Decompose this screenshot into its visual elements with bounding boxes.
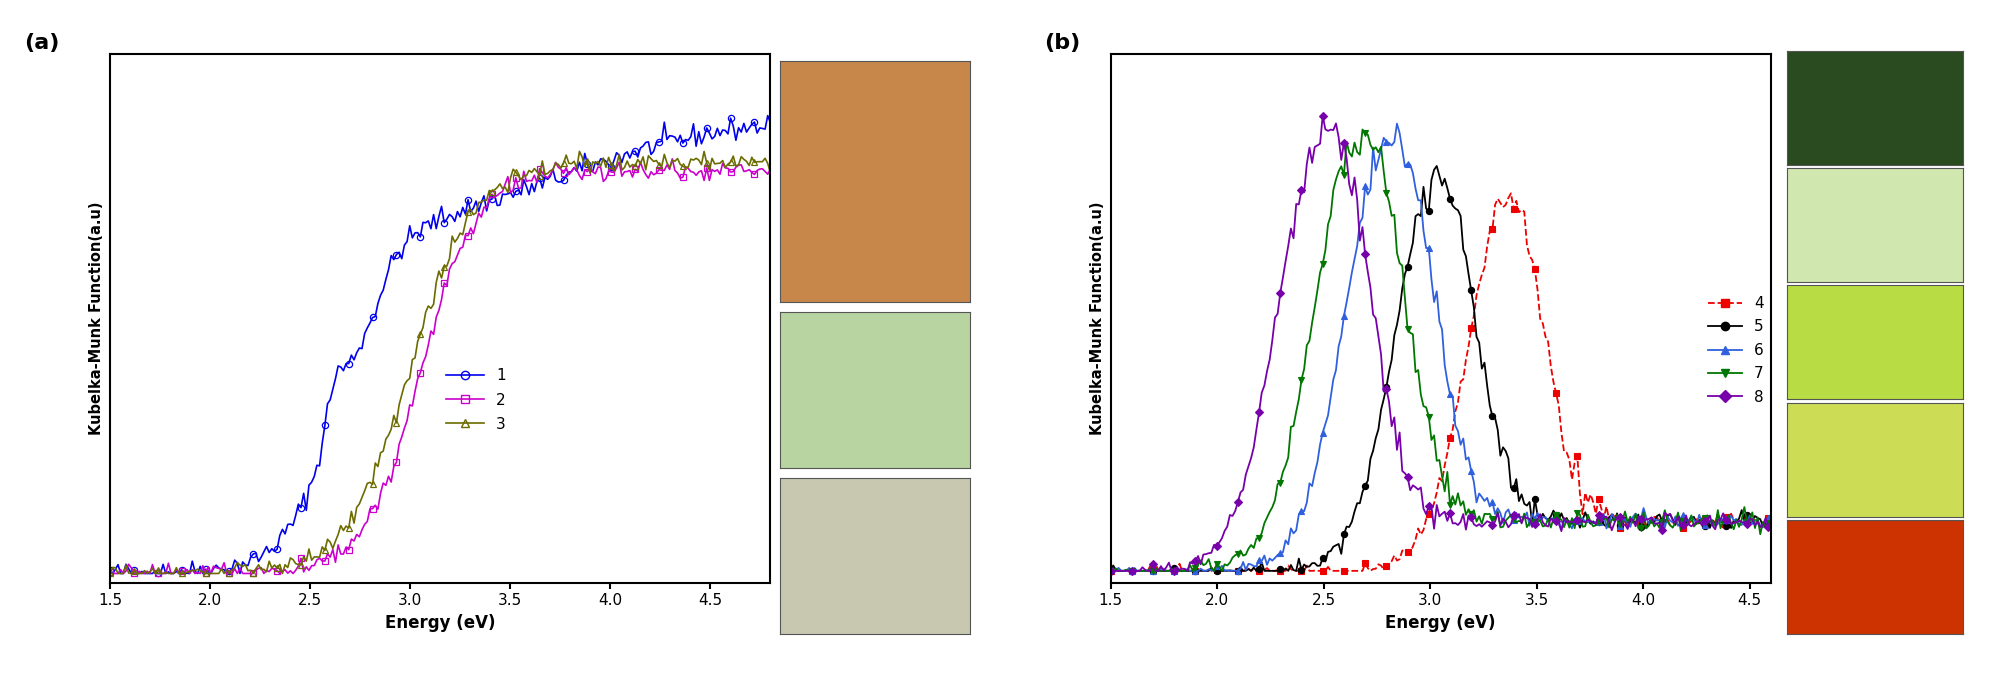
1 <box>210 565 234 573</box>
Line: 1: 1 <box>106 113 774 576</box>
8 <box>1211 534 1235 542</box>
3 <box>480 188 504 196</box>
5 <box>1557 519 1581 527</box>
5 <box>1483 414 1507 422</box>
6 <box>1485 504 1509 513</box>
2 <box>210 565 234 574</box>
3 <box>364 459 388 467</box>
Line: 2: 2 <box>106 156 774 576</box>
2 <box>374 481 398 490</box>
5 <box>1373 395 1397 403</box>
Line: 7: 7 <box>1107 126 1775 574</box>
6 <box>1099 566 1123 574</box>
4 <box>1481 225 1505 233</box>
4 <box>1099 567 1123 575</box>
7 <box>1735 518 1759 526</box>
5 <box>1425 162 1449 170</box>
5 <box>1207 567 1231 575</box>
1 <box>758 119 782 127</box>
Y-axis label: Kubelka-Munk Function(a.u): Kubelka-Munk Function(a.u) <box>90 202 104 435</box>
Legend: 1, 2, 3: 1, 2, 3 <box>440 362 512 438</box>
5 <box>1735 511 1759 519</box>
2 <box>98 568 122 576</box>
1 <box>756 111 780 119</box>
1 <box>482 191 506 199</box>
6 <box>1385 119 1409 127</box>
5 <box>1365 434 1389 442</box>
3 <box>568 147 592 155</box>
1 <box>556 168 580 176</box>
7 <box>1375 188 1399 197</box>
8 <box>1369 351 1393 359</box>
5 <box>1759 517 1783 525</box>
3 <box>206 570 230 578</box>
8 <box>1105 567 1129 575</box>
2 <box>758 165 782 173</box>
1 <box>98 566 122 574</box>
2 <box>482 193 506 201</box>
4 <box>1365 565 1389 573</box>
7 <box>1351 125 1375 134</box>
7 <box>1207 563 1231 571</box>
4 <box>1499 189 1523 197</box>
1 <box>734 128 758 136</box>
7 <box>1759 517 1783 525</box>
X-axis label: Energy (eV): Energy (eV) <box>384 614 496 632</box>
4 <box>1759 521 1783 529</box>
7 <box>1557 523 1581 532</box>
6 <box>1737 511 1761 519</box>
Y-axis label: Kubelka-Munk Function(a.u): Kubelka-Munk Function(a.u) <box>1091 202 1105 435</box>
4 <box>1557 456 1581 464</box>
8 <box>1485 508 1509 517</box>
2 <box>736 165 760 174</box>
1 <box>366 300 390 308</box>
2 <box>660 155 684 163</box>
1 <box>100 570 124 578</box>
4 <box>1207 567 1231 575</box>
8 <box>1377 397 1401 405</box>
5 <box>1099 567 1123 575</box>
3 <box>372 447 396 455</box>
Line: 8: 8 <box>1107 113 1775 574</box>
2 <box>100 570 124 578</box>
2 <box>366 505 390 513</box>
Text: (b): (b) <box>1045 33 1081 53</box>
3 <box>734 157 758 165</box>
6 <box>1759 513 1783 521</box>
2 <box>556 171 580 179</box>
7 <box>1099 567 1123 575</box>
6 <box>1211 562 1235 570</box>
Line: 4: 4 <box>1107 191 1775 574</box>
7 <box>1367 148 1391 157</box>
6 <box>1367 156 1391 164</box>
X-axis label: Energy (eV): Energy (eV) <box>1385 614 1497 632</box>
Line: 3: 3 <box>106 148 774 576</box>
6 <box>1101 567 1125 575</box>
1 <box>374 275 398 283</box>
4 <box>1373 565 1397 574</box>
8 <box>1759 518 1783 526</box>
8 <box>1561 518 1585 526</box>
Text: (a): (a) <box>24 33 60 53</box>
3 <box>554 151 578 159</box>
8 <box>1311 111 1335 119</box>
3 <box>98 570 122 578</box>
Legend: 4, 5, 6, 7, 8: 4, 5, 6, 7, 8 <box>1703 290 1769 411</box>
Line: 5: 5 <box>1107 163 1775 574</box>
3 <box>758 169 782 177</box>
6 <box>1375 138 1399 146</box>
4 <box>1735 513 1759 521</box>
7 <box>1483 516 1507 524</box>
6 <box>1561 524 1585 532</box>
8 <box>1737 515 1761 523</box>
8 <box>1099 567 1123 575</box>
Line: 6: 6 <box>1107 121 1775 574</box>
